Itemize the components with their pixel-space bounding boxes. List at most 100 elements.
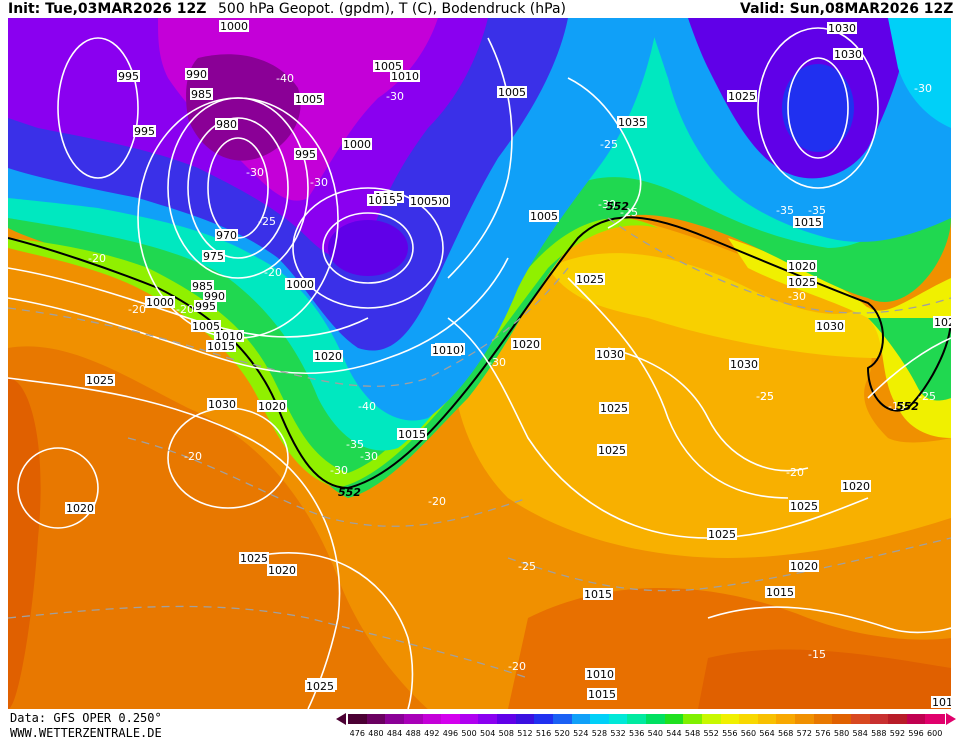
temperature-label: -40 xyxy=(276,72,294,85)
svg-text:1030: 1030 xyxy=(596,348,624,361)
temperature-label: -25 xyxy=(756,390,774,403)
svg-text:1015: 1015 xyxy=(588,688,616,701)
scale-swatch xyxy=(888,714,908,724)
pressure-label: 1005 xyxy=(373,60,403,73)
pressure-label: 1025 xyxy=(727,90,757,103)
geo-552-label-west: 552 xyxy=(338,486,361,499)
scale-tick-label: 524 xyxy=(573,729,589,738)
scale-swatch xyxy=(832,714,852,724)
scale-tick-label: 592 xyxy=(889,729,906,738)
yellow-east xyxy=(728,238,951,438)
svg-text:1015: 1015 xyxy=(766,586,794,599)
pressure-label: 985 xyxy=(190,88,213,101)
pressure-label: 1005 xyxy=(191,320,221,333)
svg-text:995: 995 xyxy=(195,300,216,313)
scale-swatch xyxy=(720,714,740,724)
scale-swatch xyxy=(366,714,386,724)
pressure-label: 1020 xyxy=(789,560,819,573)
scale-swatch xyxy=(739,714,759,724)
pressure-label: 990 xyxy=(185,68,208,81)
scale-tick-label: 484 xyxy=(386,729,403,738)
scale-swatch xyxy=(608,714,628,724)
svg-text:1030: 1030 xyxy=(730,358,758,371)
ne-edge-cyan xyxy=(888,18,951,128)
scale-tick-label: 552 xyxy=(703,729,719,738)
scale-swatch xyxy=(701,714,721,724)
pressure-label: 1025 xyxy=(305,680,335,693)
scale-tick-label: 588 xyxy=(871,729,887,738)
temperature-label: -30 xyxy=(386,90,404,103)
temperature-label: -25 xyxy=(918,390,936,403)
temperature-label: -30 xyxy=(330,464,348,477)
temperature-label: -20 xyxy=(428,495,446,508)
pressure-label: 1020 xyxy=(511,338,541,351)
scale-tick-label: 496 xyxy=(442,729,459,738)
temperature-label: -20 xyxy=(128,303,146,316)
svg-text:995: 995 xyxy=(134,125,155,138)
pressure-label: 1025 xyxy=(787,276,817,289)
temperature-label: -30 xyxy=(360,450,378,463)
svg-text:1020: 1020 xyxy=(790,560,818,573)
temperature-label: -35 xyxy=(776,204,794,217)
svg-text:995: 995 xyxy=(118,70,139,83)
pressure-label: 1025 xyxy=(575,273,605,286)
temperature-label: -30 xyxy=(488,356,506,369)
temperature-label: -25 xyxy=(756,390,774,403)
scale-tick-label: 548 xyxy=(684,729,701,738)
pressure-label: 1025 xyxy=(789,500,819,513)
scale-tick-label: 600 xyxy=(927,729,943,738)
svg-text:1030: 1030 xyxy=(208,398,236,411)
temperature-label: -15 xyxy=(808,648,826,661)
pressure-label: 995 xyxy=(294,148,317,161)
scale-tick-label: 492 xyxy=(424,729,440,738)
temperature-label: -30 xyxy=(914,82,932,95)
temperature-label: -20 xyxy=(176,303,194,316)
pressure-label: 1005 xyxy=(497,86,527,99)
pressure-label: 1015 xyxy=(587,688,617,701)
temperature-label: -15 xyxy=(888,400,906,413)
pressure-label: 1025 xyxy=(599,402,629,415)
low-core-center xyxy=(328,220,408,276)
pressure-label: 1020 xyxy=(933,316,951,329)
pressure-label: 1035 xyxy=(617,116,647,129)
temperature-label: -40 xyxy=(358,400,376,413)
svg-text:990: 990 xyxy=(204,290,225,303)
svg-text:1025: 1025 xyxy=(728,90,756,103)
pressure-label: 1030 xyxy=(833,48,863,61)
svg-text:1005: 1005 xyxy=(498,86,526,99)
scale-swatch xyxy=(869,714,889,724)
pressure-label: 1030 xyxy=(595,348,625,361)
temperature-label: -20 xyxy=(264,266,282,279)
scale-tick-label: 560 xyxy=(740,729,757,738)
temperature-label: -30 xyxy=(788,290,806,303)
scale-tick-label: 536 xyxy=(629,729,645,738)
scale-swatch xyxy=(627,714,647,724)
scale-tick-label: 520 xyxy=(554,729,570,738)
temperature-label: -25 xyxy=(258,215,276,228)
scale-swatch xyxy=(552,714,572,724)
svg-text:1010: 1010 xyxy=(391,70,419,83)
svg-text:1015: 1015 xyxy=(932,696,951,709)
pressure-label: 1015 xyxy=(793,216,823,229)
pressure-label: 1020 xyxy=(841,480,871,493)
pressure-label: 1030 xyxy=(207,398,237,411)
pressure-label: 1000 xyxy=(145,296,175,309)
scale-swatch xyxy=(776,714,796,724)
svg-text:1025: 1025 xyxy=(306,680,334,693)
pressure-label: 1025 xyxy=(597,444,627,457)
svg-text:1035: 1035 xyxy=(618,116,646,129)
pressure-label: 1020 xyxy=(787,260,817,273)
scale-swatch xyxy=(925,714,945,724)
pressure-label: 970 xyxy=(215,229,238,242)
scale-tick-label: 596 xyxy=(908,729,924,738)
pressure-label: 1030 xyxy=(729,358,759,371)
pressure-label: 1020 xyxy=(313,350,343,363)
pressure-label: 985 xyxy=(191,280,214,293)
scale-swatch xyxy=(478,714,498,724)
scale-tick-label: 512 xyxy=(517,729,533,738)
temperature-label: -30 xyxy=(598,198,616,211)
scale-tick-label: 532 xyxy=(610,729,626,738)
pressure-label: 995 xyxy=(194,300,217,313)
temperature-label: -30 xyxy=(246,166,264,179)
pressure-label: 1025 xyxy=(239,552,269,565)
